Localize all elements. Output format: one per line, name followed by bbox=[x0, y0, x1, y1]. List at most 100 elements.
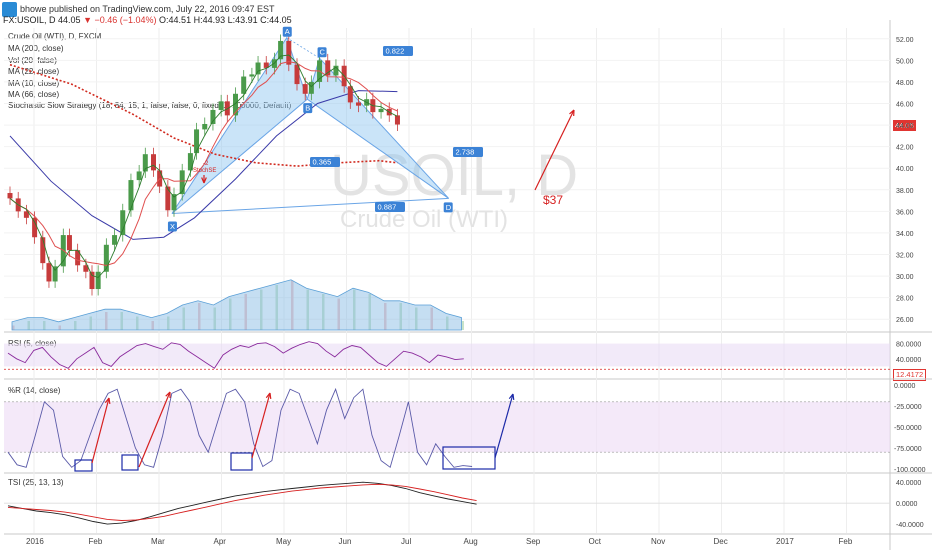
candle-body bbox=[294, 64, 300, 85]
candle-body bbox=[249, 74, 255, 77]
price-axis-tick-label: 36.00 bbox=[896, 209, 914, 216]
candle-body bbox=[23, 211, 29, 218]
volume-bar bbox=[353, 289, 356, 330]
wr-arrow-1-head bbox=[104, 397, 111, 405]
price-axis-tick-label: 40.00 bbox=[896, 166, 914, 173]
legend-stoch-strategy[interactable]: Stochastic Slow Strategy (18, 84, 15, 1,… bbox=[8, 101, 292, 110]
candle-body bbox=[52, 266, 58, 282]
legend-ma200[interactable]: MA (200, close) bbox=[8, 44, 64, 53]
legend-ma66[interactable]: MA (66, close) bbox=[8, 90, 60, 99]
rsi-axis-tick-label: 40.0000 bbox=[896, 357, 921, 364]
candle-body bbox=[263, 62, 269, 68]
wr-oversold-box bbox=[230, 452, 253, 471]
wr-axis-tick-label: -25.0000 bbox=[894, 404, 922, 411]
volume-bar bbox=[368, 294, 371, 330]
price-axis-tick-label: 30.00 bbox=[896, 274, 914, 281]
candle-body bbox=[128, 180, 134, 211]
volume-bar bbox=[430, 307, 433, 330]
wr-arrow-2-head bbox=[165, 391, 171, 399]
candle-body bbox=[89, 271, 95, 290]
tsi-axis-tick-label: -40.0000 bbox=[896, 522, 924, 529]
x-axis-tick-label: Jul bbox=[401, 537, 411, 546]
wr-arrow-2 bbox=[138, 391, 171, 468]
legend-title[interactable]: Crude Oil (WTI), D, FXCM bbox=[8, 32, 102, 41]
candle-body bbox=[66, 235, 72, 251]
candle-body bbox=[112, 235, 118, 245]
price-axis-tick-label: 50.00 bbox=[896, 58, 914, 65]
price-axis-tick-label: 32.00 bbox=[896, 253, 914, 260]
rsi-panel-label[interactable]: RSI (5, close) bbox=[8, 339, 57, 348]
x-axis-tick-label: Mar bbox=[151, 537, 165, 546]
user-avatar[interactable] bbox=[2, 2, 17, 17]
volume-bar bbox=[260, 289, 263, 330]
x-axis-tick-label: Jun bbox=[339, 537, 352, 546]
price-axis-tick-label: 38.00 bbox=[896, 188, 914, 195]
harmonic-xab-triangle bbox=[171, 36, 308, 214]
price-axis-tick-label: 34.00 bbox=[896, 231, 914, 238]
rsi-band bbox=[4, 343, 890, 367]
ma22-line bbox=[9, 61, 398, 267]
x-axis-tick-label: Dec bbox=[714, 537, 728, 546]
x-axis-tick-label: Apr bbox=[214, 537, 227, 546]
volume-bar bbox=[461, 321, 464, 330]
x-axis-tick-label: 2016 bbox=[26, 537, 44, 546]
volume-bar bbox=[74, 321, 77, 330]
volume-bar bbox=[275, 285, 278, 330]
ratio-badge bbox=[310, 157, 340, 167]
harmonic-xd-line bbox=[171, 197, 449, 215]
harmonic-ac-line bbox=[286, 37, 320, 59]
harmonic-point-label: B bbox=[305, 104, 310, 113]
volume-bar bbox=[105, 312, 108, 330]
wr-axis-tick-label: 0.0000 bbox=[894, 383, 916, 390]
ratio-xd-label: 0.887 bbox=[378, 203, 397, 212]
candle-body bbox=[364, 99, 370, 106]
rsi-line bbox=[7, 341, 464, 369]
tsi-panel-label[interactable]: TSI (25, 13, 13) bbox=[8, 478, 64, 487]
stoch-signal-value: -2 bbox=[203, 161, 209, 167]
projection-arrow-head bbox=[569, 109, 575, 117]
x-axis-tick-label: May bbox=[276, 537, 291, 546]
volume-bar bbox=[322, 294, 325, 330]
candle-body bbox=[308, 81, 314, 94]
rsi-axis-tick-label: 80.0000 bbox=[896, 342, 921, 349]
price-axis-tick-label: 28.00 bbox=[896, 296, 914, 303]
volume-bar bbox=[229, 298, 232, 330]
price-axis-tick-label: 26.00 bbox=[896, 317, 914, 324]
target-price-label: $37 bbox=[543, 193, 563, 207]
legend-vol[interactable]: Vol (20, false) bbox=[8, 56, 57, 65]
ratio-badge bbox=[453, 147, 483, 157]
wr-panel-label[interactable]: %R (14, close) bbox=[8, 386, 61, 395]
header-bar: bhowe published on TradingView.com, July… bbox=[0, 0, 932, 25]
last-price: 44.05 bbox=[58, 15, 81, 25]
harmonic-point-label: A bbox=[285, 27, 290, 36]
ratio-cd-label: 2.738 bbox=[456, 148, 475, 157]
volume-bar bbox=[198, 303, 201, 330]
candle-body bbox=[370, 99, 376, 113]
candle-body bbox=[333, 65, 339, 76]
price-axis-tick-label: 46.00 bbox=[896, 102, 914, 109]
legend-ma10[interactable]: MA (10, close) bbox=[8, 79, 60, 88]
candle-body bbox=[286, 40, 292, 65]
harmonic-point-badge bbox=[282, 26, 292, 37]
wr-arrow-3-head bbox=[265, 392, 272, 400]
legend-ma22[interactable]: MA (22, close) bbox=[8, 67, 60, 76]
candle-body bbox=[136, 171, 142, 181]
ratio-ab-label: 0.822 bbox=[386, 47, 405, 56]
x-axis-tick-label: Feb bbox=[89, 537, 103, 546]
candle-body bbox=[165, 186, 171, 211]
candle-body bbox=[271, 59, 277, 68]
harmonic-point-badge bbox=[167, 221, 177, 232]
harmonic-point-badge bbox=[443, 202, 453, 213]
candle-body bbox=[83, 265, 89, 272]
volume-bar bbox=[446, 316, 449, 330]
candle-body bbox=[386, 108, 392, 116]
candle-body bbox=[46, 263, 52, 282]
volume-bar bbox=[384, 303, 387, 330]
symbol-line: FX:USOIL, D 44.05 ▼ −0.46 (−1.04%) O:44.… bbox=[3, 15, 292, 25]
candle-body bbox=[142, 154, 148, 172]
candle-body bbox=[60, 235, 66, 267]
wr-oversold-box bbox=[74, 459, 93, 472]
candle-body bbox=[347, 86, 353, 103]
x-axis-tick-label: Feb bbox=[839, 537, 853, 546]
